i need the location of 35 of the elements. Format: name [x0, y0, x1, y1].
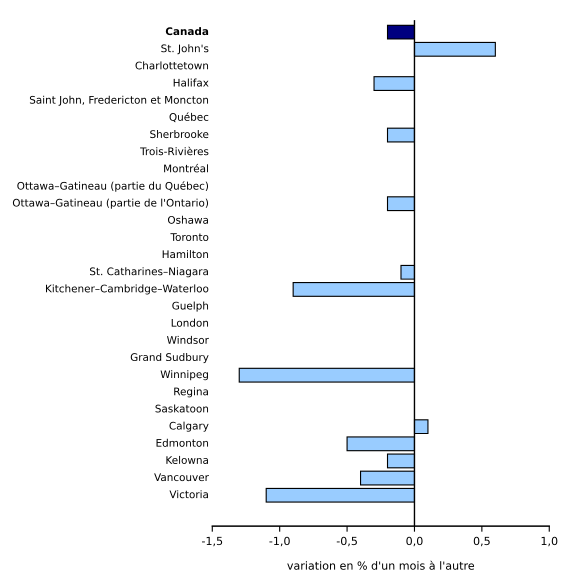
x-tick-label: 1,0: [542, 536, 558, 546]
y-tick-label: Vancouver: [154, 473, 209, 482]
y-tick-label: Sherbrooke: [150, 130, 208, 138]
y-tick-label: Regina: [174, 387, 208, 398]
x-tick-label: 0,0: [406, 536, 423, 546]
y-tick-label: Charlottetown: [136, 61, 208, 70]
y-tick-label: London: [172, 318, 208, 327]
y-tick-label: Grand Sudbury: [130, 352, 209, 364]
y-tick-label: Saint John, Fredericton et Moncton: [30, 96, 208, 106]
x-axis-title: variation en % d'un mois à l'autre: [287, 560, 474, 570]
x-tick-label: -1,0: [269, 536, 290, 546]
y-tick-label: Ottawa–Gatineau (partie du Québec): [17, 181, 208, 192]
y-tick-label: Toronto: [170, 233, 208, 241]
y-tick-label: Winnipeg: [160, 370, 208, 380]
y-tick-label: Windsor: [167, 336, 209, 344]
y-tick-label: Edmonton: [156, 438, 208, 447]
x-tick-label: -0,5: [336, 536, 357, 546]
x-tick-label: -1,5: [202, 536, 222, 546]
y-tick-label: St. John's: [161, 44, 208, 54]
y-tick-label: St. Catharines–Niagara: [90, 267, 208, 278]
y-tick-label: Trois-Rivières: [140, 146, 208, 156]
y-tick-label: Halifax: [174, 78, 209, 87]
y-tick-label: Montréal: [164, 164, 208, 172]
y-tick-label: Guelph: [172, 302, 208, 312]
y-tick-label: Victoria: [169, 490, 208, 498]
y-tick-label: Kelowna: [166, 456, 208, 464]
y-tick-label: Ottawa–Gatineau (partie de l'Ontario): [12, 198, 208, 209]
y-tick-label: Hamilton: [162, 250, 208, 258]
x-tick-label: 0,5: [474, 536, 490, 546]
y-tick-label: Calgary: [170, 422, 209, 432]
y-tick-label: Québec: [170, 112, 208, 122]
y-tick-label: Oshawa: [168, 216, 208, 224]
y-tick-label: Canada: [166, 27, 208, 36]
y-tick-label: Kitchener–Cambridge–Waterloo: [46, 284, 208, 294]
y-tick-label: Saskatoon: [156, 404, 208, 413]
